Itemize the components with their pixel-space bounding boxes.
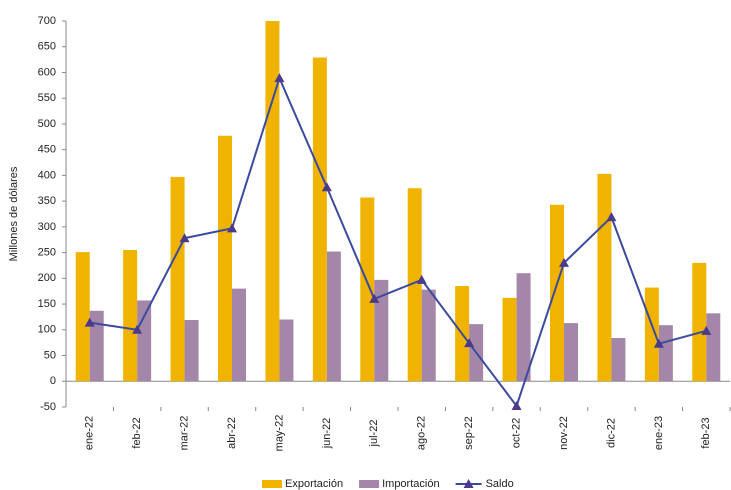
marker (84, 317, 95, 327)
marker (321, 182, 332, 192)
marker (653, 338, 664, 348)
marker (606, 212, 617, 222)
x-tick-label: ago-22 (416, 416, 428, 450)
y-tick-label: 550 (38, 92, 56, 104)
marker (227, 223, 237, 233)
bar (597, 173, 612, 382)
y-tick-label: 200 (38, 272, 56, 284)
legend-swatch (359, 480, 380, 488)
x-tick-label: jun-22 (321, 418, 333, 450)
bar (265, 21, 280, 382)
legend-label: Importación (382, 478, 439, 490)
bar (692, 262, 707, 382)
bar (706, 313, 721, 382)
marker (132, 324, 143, 334)
x-tick-label: nov-22 (558, 416, 570, 450)
x-tick-label: sep-22 (463, 416, 475, 450)
y-tick-label: 400 (38, 169, 56, 181)
y-tick-label: 450 (38, 144, 56, 156)
bar (550, 204, 564, 382)
bar (326, 251, 341, 382)
bar (218, 135, 232, 382)
bar (407, 188, 422, 382)
y-tick-label: 250 (38, 247, 56, 259)
marker (511, 400, 522, 410)
marker (559, 257, 569, 267)
marker (274, 73, 285, 83)
bar (421, 289, 436, 382)
y-tick-label: 100 (38, 324, 56, 336)
y-tick-label: 500 (38, 118, 56, 130)
bar (312, 57, 327, 382)
y-tick-label: 700 (38, 15, 56, 27)
marker (701, 325, 712, 335)
marker (416, 274, 427, 284)
bar (374, 279, 389, 382)
y-tick-label: 350 (38, 195, 56, 207)
bar (360, 197, 375, 382)
x-tick-label: ene-23 (653, 416, 665, 450)
bar (658, 325, 673, 382)
y-axis-title: Millones de dólares (8, 166, 20, 261)
x-tick-label: ene-22 (84, 416, 96, 450)
legend-swatch (463, 479, 474, 488)
y-tick-label: 300 (38, 221, 56, 233)
y-tick-label: -50 (40, 401, 56, 413)
x-tick-label: feb-23 (700, 417, 712, 448)
marker (179, 233, 190, 243)
bar (516, 273, 531, 382)
x-tick-label: oct-22 (510, 418, 522, 449)
bar (184, 320, 199, 382)
bar (75, 252, 90, 382)
x-tick-label: may-22 (273, 415, 285, 452)
bar (89, 310, 104, 382)
x-tick-label: feb-22 (131, 417, 143, 448)
legend-label: Exportación (285, 478, 343, 490)
legend-swatch (262, 480, 282, 488)
x-tick-label: jul-22 (368, 420, 380, 448)
bar (170, 176, 185, 382)
bar (502, 297, 517, 382)
marker (369, 293, 380, 303)
bar (123, 250, 138, 382)
y-tick-label: 650 (38, 41, 56, 53)
legend-label: Saldo (486, 478, 514, 490)
y-tick-label: 600 (38, 66, 56, 78)
bar (611, 338, 626, 382)
y-tick-label: 50 (44, 349, 56, 361)
line (89, 75, 707, 409)
x-tick-label: mar-22 (178, 416, 190, 451)
bar (232, 288, 246, 382)
x-tick-label: dic-22 (605, 418, 617, 448)
y-tick-label: 150 (38, 298, 56, 310)
bar (137, 300, 152, 382)
bar (279, 319, 294, 382)
bar (564, 323, 578, 382)
y-tick-label: 0 (50, 375, 56, 387)
x-tick-label: abr-22 (226, 417, 238, 449)
bar (644, 287, 659, 382)
marker (464, 338, 475, 348)
